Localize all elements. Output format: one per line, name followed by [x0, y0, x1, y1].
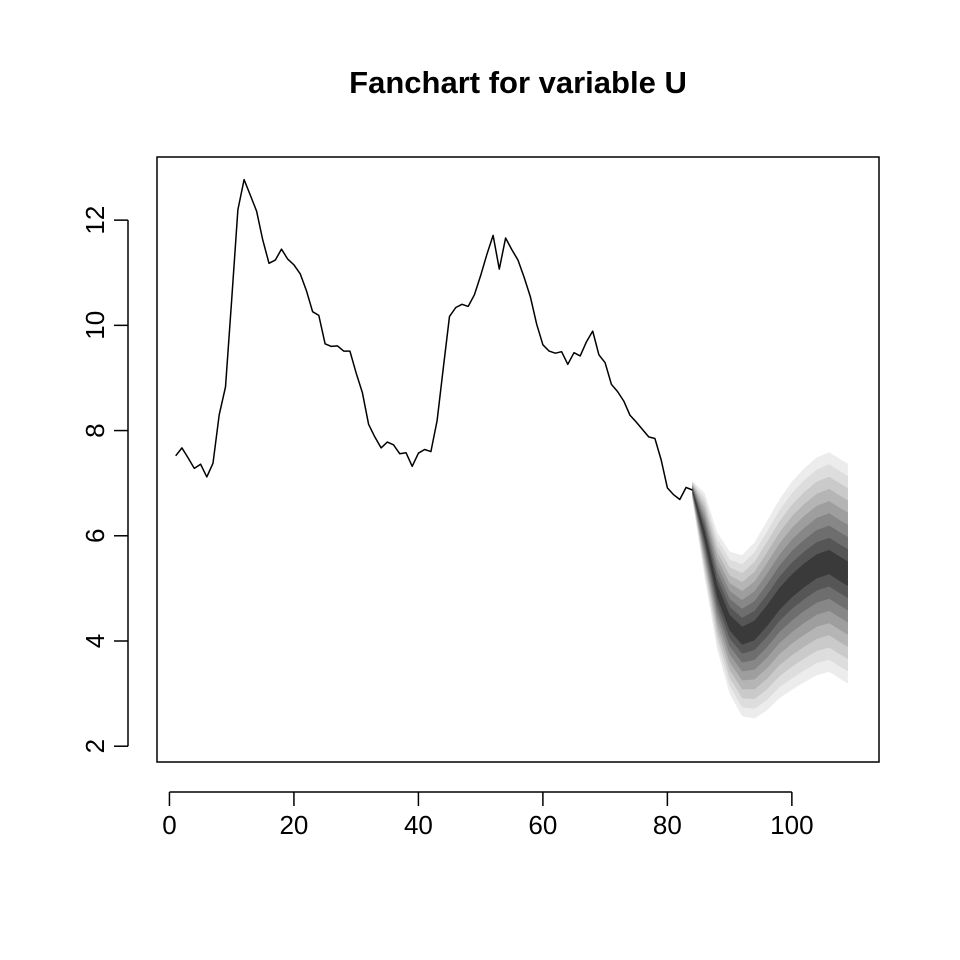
forecast-fan [692, 452, 848, 719]
chart-title: Fanchart for variable U [349, 65, 687, 100]
plot-box [156, 156, 880, 763]
x-axis: 0 20 40 60 80 100 [162, 791, 814, 840]
x-tick-label: 0 [162, 810, 176, 840]
fan-band-1 [692, 489, 848, 645]
fan-band-2 [692, 487, 848, 654]
y-tick-label: 4 [80, 634, 110, 648]
x-tick-label: 20 [279, 810, 308, 840]
x-tick-label: 100 [770, 810, 813, 840]
y-tick-label: 2 [80, 739, 110, 753]
x-tick-label: 80 [653, 810, 682, 840]
y-axis: 2 4 6 8 10 12 [80, 206, 129, 753]
y-tick-label: 10 [80, 311, 110, 340]
y-tick-label: 12 [80, 206, 110, 235]
x-tick-label: 60 [528, 810, 557, 840]
x-tick-label: 40 [404, 810, 433, 840]
y-tick-label: 6 [80, 529, 110, 543]
series-line [175, 178, 693, 501]
y-tick-label: 8 [80, 423, 110, 437]
